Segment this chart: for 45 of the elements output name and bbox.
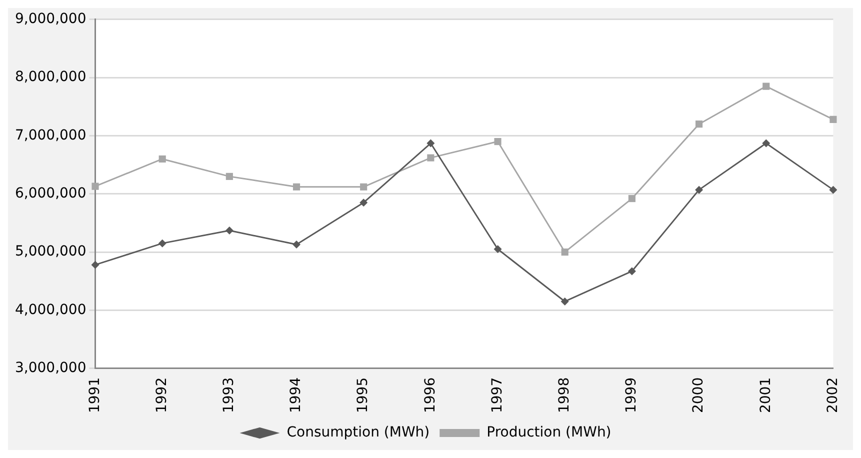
point: [762, 82, 770, 90]
legend-label: Production (MWh): [486, 424, 612, 441]
x-tick-label: 1992: [154, 377, 170, 414]
point: [292, 183, 300, 190]
x-tick-label: 1991: [86, 377, 103, 414]
x-tick-label: 1993: [221, 377, 238, 414]
x-tick-label: 1997: [489, 377, 506, 414]
legend-label: Consumption (MWh): [286, 424, 430, 441]
x-tick-label: 2000: [690, 377, 707, 414]
x-tick-label: 2002: [824, 377, 841, 414]
y-tick-label: 9,000,000: [14, 11, 86, 28]
y-tick-label: 5,000,000: [14, 244, 86, 260]
y-tick-label: 6,000,000: [14, 186, 86, 202]
point: [762, 139, 770, 148]
point: [360, 198, 368, 207]
point: [695, 186, 704, 194]
point: [292, 240, 301, 248]
point: [830, 116, 837, 123]
point: [91, 260, 100, 269]
point: [829, 186, 838, 194]
point: [158, 155, 166, 163]
point: [628, 195, 636, 202]
y-tick-label: 7,000,000: [14, 127, 86, 144]
x-tick-label: 1996: [422, 377, 438, 414]
y-tick-label: 3,000,000: [14, 360, 86, 376]
point: [695, 120, 703, 128]
x-tick-label: 1999: [624, 377, 640, 414]
point: [494, 245, 502, 254]
point: [560, 297, 569, 306]
x-tick-label: 1998: [556, 377, 572, 414]
point: [360, 183, 368, 190]
point: [92, 182, 99, 190]
point: [158, 239, 166, 248]
point: [426, 139, 435, 148]
point: [427, 154, 434, 162]
y-tick-label: 8,000,000: [14, 69, 86, 86]
point: [494, 138, 502, 146]
point: [225, 226, 234, 235]
x-tick-label: 2001: [758, 377, 774, 414]
x-tick-label: 1995: [355, 377, 372, 414]
point: [561, 248, 568, 256]
point: [628, 267, 636, 276]
y-tick-label: 4,000,000: [14, 302, 86, 318]
x-tick-label: 1994: [288, 377, 304, 414]
point: [226, 172, 233, 180]
